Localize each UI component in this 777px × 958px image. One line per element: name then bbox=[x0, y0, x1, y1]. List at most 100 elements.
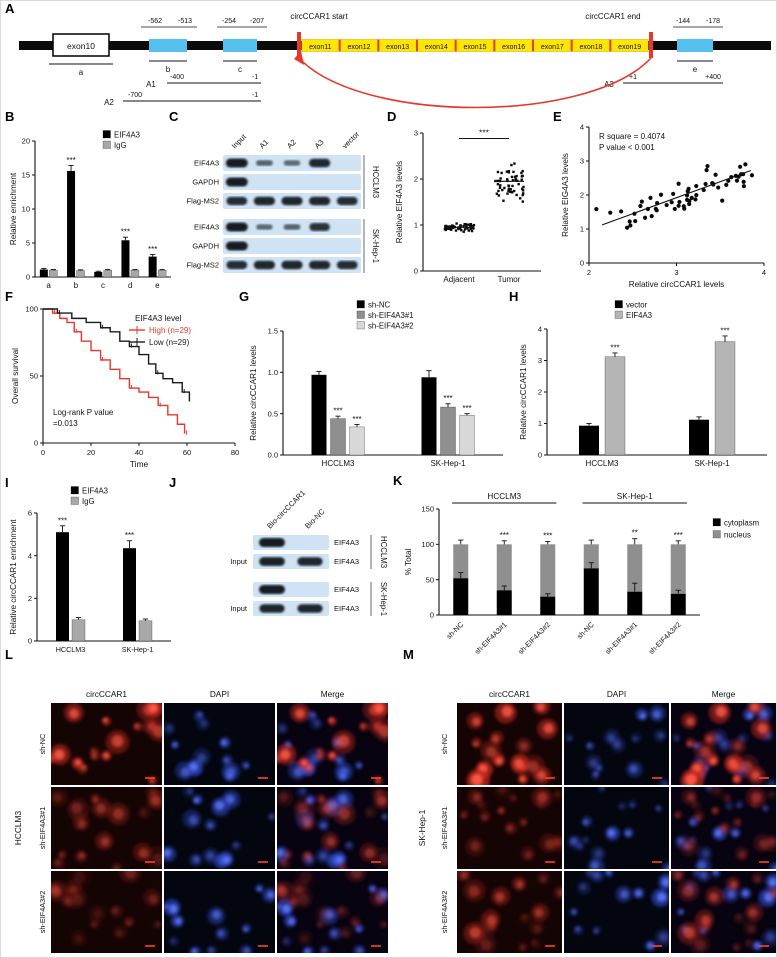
panel-c-western-blot: Input A1 A2 A3 vector EIF4A3 GAPDH Flag-MS2 EIF4… bbox=[177, 113, 395, 291]
svg-text:GAPDH: GAPDH bbox=[192, 178, 219, 187]
panel-i-enrichment-bar-chart: 0 2 4 6 Relative circCCAR1 enrichment HCCLM3 S… bbox=[7, 483, 175, 661]
panel-g-knockdown-bar-chart: 0.0 0.5 1.0 1.5 Relative circCCAR1 levels HCC… bbox=[247, 297, 509, 471]
svg-text:Relative circCCAR1 levels: Relative circCCAR1 levels bbox=[519, 344, 528, 440]
pM-graphic: circCCAR1 DAPI Merge SK-Hep-1 sh-NC sh-EIF4A3… bbox=[417, 689, 776, 953]
svg-text:Time: Time bbox=[130, 459, 149, 469]
svg-text:***: *** bbox=[333, 407, 342, 416]
pC-graphic: Input A1 A2 A3 vector EIF4A3 GAPDH Flag-MS2 EIF4… bbox=[186, 129, 380, 273]
svg-text:***: *** bbox=[352, 415, 361, 424]
svg-text:exon16: exon16 bbox=[502, 44, 525, 51]
svg-text:SK-Hep-1: SK-Hep-1 bbox=[417, 809, 427, 846]
svg-text:SK-Hep-1: SK-Hep-1 bbox=[371, 229, 380, 263]
svg-text:EIF4A3: EIF4A3 bbox=[334, 604, 359, 613]
svg-text:HCCLM3: HCCLM3 bbox=[487, 492, 521, 501]
svg-text:***: *** bbox=[479, 128, 490, 138]
svg-text:-207: -207 bbox=[250, 18, 264, 25]
svg-text:Flag-MS2: Flag-MS2 bbox=[186, 197, 219, 206]
svg-text:Input: Input bbox=[230, 604, 248, 613]
svg-text:EIF4A3: EIF4A3 bbox=[334, 557, 359, 566]
svg-text:EIF4A3: EIF4A3 bbox=[114, 131, 140, 140]
svg-text:sh-EIF4A3#1: sh-EIF4A3#1 bbox=[440, 807, 449, 850]
svg-text:Relative circCCAR1 levels: Relative circCCAR1 levels bbox=[629, 280, 725, 289]
svg-text:***: *** bbox=[148, 245, 157, 254]
svg-text:sh-EIF4A3#1: sh-EIF4A3#1 bbox=[368, 311, 414, 320]
svg-text:Input: Input bbox=[230, 132, 249, 151]
svg-text:sh-EIF4A3#2: sh-EIF4A3#2 bbox=[38, 891, 47, 934]
svg-text:***: *** bbox=[610, 343, 619, 352]
svg-text:60: 60 bbox=[183, 448, 191, 457]
pE-graphic: 2 3 4 0 1 2 3 4 Relative circCCAR1 levels Relativ… bbox=[561, 123, 766, 289]
svg-text:sh-EIF4A3#2: sh-EIF4A3#2 bbox=[647, 620, 683, 656]
svg-text:GAPDH: GAPDH bbox=[192, 242, 219, 251]
svg-text:nucleus: nucleus bbox=[724, 531, 751, 540]
svg-text:0: 0 bbox=[34, 439, 38, 448]
svg-text:HCCLM3: HCCLM3 bbox=[56, 645, 86, 654]
svg-text:DAPI: DAPI bbox=[210, 689, 229, 699]
svg-text:4: 4 bbox=[538, 325, 542, 334]
svg-text:A1: A1 bbox=[146, 80, 156, 89]
svg-text:sh-NC: sh-NC bbox=[440, 734, 449, 755]
svg-text:SK-Hep-1: SK-Hep-1 bbox=[430, 459, 466, 468]
svg-text:20: 20 bbox=[87, 448, 95, 457]
svg-text:0: 0 bbox=[538, 451, 542, 460]
svg-text:0: 0 bbox=[26, 273, 30, 282]
svg-text:exon19: exon19 bbox=[618, 44, 641, 51]
svg-text:Bio-circCCAR1: Bio-circCCAR1 bbox=[265, 488, 307, 530]
pG-graphic: 0.0 0.5 1.0 1.5 Relative circCCAR1 levels HCC… bbox=[249, 300, 503, 468]
panel-label-e: E bbox=[553, 109, 562, 124]
panel-label-k: K bbox=[393, 473, 403, 488]
svg-text:EIF4A3: EIF4A3 bbox=[194, 159, 219, 168]
svg-text:Tumor: Tumor bbox=[498, 275, 521, 284]
svg-text:-562: -562 bbox=[148, 18, 162, 25]
svg-text:Input: Input bbox=[230, 557, 248, 566]
svg-text:IgG: IgG bbox=[114, 141, 127, 150]
panel-k-fractionation-stacked-bar: 0 50 100 150 % Total sh-NC *** sh-EIF4A3#1 *** sh… bbox=[401, 479, 776, 661]
svg-text:Log-rank P value: Log-rank P value bbox=[53, 408, 114, 417]
svg-text:Bio-NC: Bio-NC bbox=[303, 507, 327, 531]
svg-text:d: d bbox=[128, 281, 132, 290]
svg-text:-700: -700 bbox=[128, 92, 142, 99]
panel-e-correlation-scatter: 2 3 4 0 1 2 3 4 Relative circCCAR1 levels Relativ… bbox=[559, 115, 774, 291]
svg-text:100: 100 bbox=[25, 305, 38, 314]
svg-text:-144: -144 bbox=[676, 18, 690, 25]
pK-graphic: 0 50 100 150 % Total sh-NC *** sh-EIF4A3#1 *** sh… bbox=[404, 492, 759, 656]
panel-label-f: F bbox=[5, 289, 13, 304]
svg-text:0: 0 bbox=[41, 448, 45, 457]
svg-text:Relative circCCAR1 enrichment: Relative circCCAR1 enrichment bbox=[9, 519, 18, 635]
svg-text:***: *** bbox=[720, 326, 729, 335]
panel-j-pulldown-blot: Bio-circCCAR1 Bio-NC EIF4A3 Input EIF4A3 EIF4… bbox=[179, 483, 396, 658]
pL-graphic: circCCAR1 DAPI Merge HCCLM3 sh-NC sh-EIF4A3#1… bbox=[13, 689, 388, 953]
svg-text:4: 4 bbox=[28, 551, 32, 560]
svg-text:sh-EIF4A3#2: sh-EIF4A3#2 bbox=[368, 322, 414, 331]
svg-text:Relative enrichment: Relative enrichment bbox=[9, 172, 18, 245]
svg-text:Merge: Merge bbox=[321, 689, 345, 699]
svg-text:sh-EIF4A3#1: sh-EIF4A3#1 bbox=[473, 620, 509, 656]
svg-text:sh-EIF4A3#2: sh-EIF4A3#2 bbox=[516, 620, 552, 656]
svg-text:20: 20 bbox=[22, 137, 30, 146]
svg-text:vector: vector bbox=[340, 129, 361, 150]
svg-text:sh-EIF4A3#1: sh-EIF4A3#1 bbox=[38, 807, 47, 850]
svg-text:Overall survival: Overall survival bbox=[11, 348, 20, 404]
svg-text:Low (n=29): Low (n=29) bbox=[149, 338, 190, 347]
svg-text:Flag-MS2: Flag-MS2 bbox=[186, 261, 219, 270]
svg-text:SK-Hep-1: SK-Hep-1 bbox=[122, 645, 154, 654]
svg-text:A2: A2 bbox=[104, 98, 114, 107]
svg-text:-254: -254 bbox=[222, 18, 236, 25]
svg-text:4: 4 bbox=[762, 268, 766, 277]
svg-text:exon11: exon11 bbox=[309, 44, 332, 51]
panel-l-fish-microscopy-hcclm3: circCCAR1 DAPI Merge HCCLM3 sh-NC sh-EIF4A3#1… bbox=[5, 653, 409, 955]
svg-text:***: *** bbox=[543, 532, 552, 541]
svg-text:vector: vector bbox=[626, 301, 648, 310]
panel-label-d: D bbox=[387, 109, 397, 124]
svg-text:HCCLM3: HCCLM3 bbox=[379, 536, 388, 568]
svg-text:exon14: exon14 bbox=[425, 44, 448, 51]
panel-label-b: B bbox=[5, 109, 15, 124]
svg-text:A3: A3 bbox=[313, 138, 326, 151]
svg-text:50: 50 bbox=[30, 372, 38, 381]
svg-text:SK-Hep-1: SK-Hep-1 bbox=[379, 582, 388, 616]
panel-f-survival-curve: 0 20 40 60 80 0 50 100 Time Overall survival EIF4A… bbox=[9, 297, 241, 473]
svg-text:Merge: Merge bbox=[712, 689, 736, 699]
svg-text:Relative circCCAR1 levels: Relative circCCAR1 levels bbox=[249, 345, 258, 441]
